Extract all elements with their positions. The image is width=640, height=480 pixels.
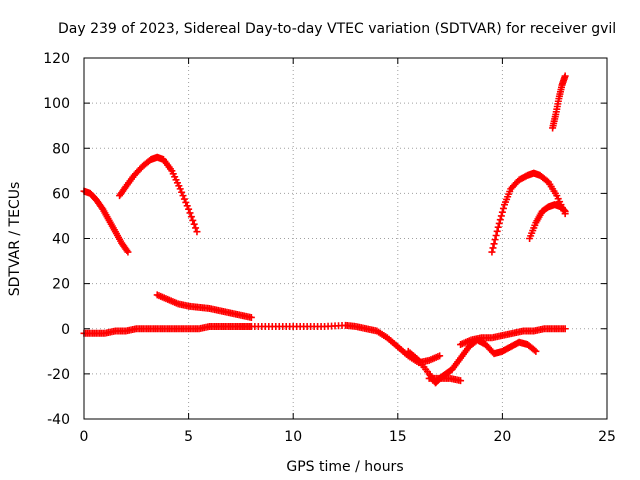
y-tick-label: 80 <box>52 141 70 157</box>
data-point-fill <box>493 227 501 235</box>
data-point <box>561 72 569 80</box>
x-tick-label: 15 <box>389 429 407 445</box>
data-point-fill <box>180 195 188 203</box>
series-arc-early-descending <box>80 187 132 256</box>
data-point-fill <box>178 188 186 196</box>
data-series <box>80 72 569 387</box>
series-evening-low-branch <box>425 374 465 385</box>
data-point <box>494 223 502 231</box>
y-tick-label: 0 <box>61 322 70 338</box>
series-arc-evening-second <box>526 201 569 242</box>
data-point <box>561 207 569 215</box>
data-point-fill <box>491 236 499 244</box>
grid <box>84 58 607 419</box>
data-point <box>561 325 569 333</box>
data-point-fill <box>492 231 500 239</box>
data-point-fill <box>123 247 131 255</box>
data-point <box>436 352 444 360</box>
data-point-fill <box>495 219 503 227</box>
series-arc-morning-hump <box>116 153 201 236</box>
plot-frame <box>83 57 608 420</box>
y-axis-label: SDTVAR / TECUs <box>7 182 23 297</box>
data-point-fill <box>186 209 194 217</box>
data-point-fill <box>189 216 197 224</box>
chart-title: Day 239 of 2023, Sidereal Day-to-day VTE… <box>58 21 616 37</box>
data-point-fill <box>182 198 190 206</box>
data-point-fill <box>183 202 191 210</box>
data-point <box>457 377 465 385</box>
y-tick-label: 120 <box>43 51 70 67</box>
series-baseline-evening <box>457 325 569 349</box>
data-point-fill <box>530 346 538 354</box>
y-tick-label: -20 <box>47 367 70 383</box>
data-point <box>193 228 201 236</box>
data-point <box>532 347 540 355</box>
y-tick-label: 100 <box>43 96 70 112</box>
data-point <box>124 248 132 256</box>
data-point-fill <box>490 240 498 248</box>
y-tick-label: 40 <box>52 232 70 248</box>
series-decay-track <box>153 291 255 321</box>
series-arc-late-steep <box>549 72 569 132</box>
y-tick-label: 20 <box>52 277 70 293</box>
series-arc-evening-hump <box>488 169 569 256</box>
data-point <box>176 185 184 193</box>
data-point-fill <box>179 192 187 200</box>
y-tick-label: -40 <box>47 412 70 428</box>
data-point-fill <box>190 220 198 228</box>
data-point-fill <box>499 204 507 212</box>
y-tick-label: 60 <box>52 186 70 202</box>
axis-ticks: 0 5 10 15 20 25 -40 -20 0 20 40 60 80 100 120 <box>43 51 616 445</box>
data-point-fill <box>498 208 506 216</box>
data-point <box>247 313 255 321</box>
data-point-fill <box>192 224 200 232</box>
data-point <box>488 248 496 256</box>
data-point <box>185 205 193 213</box>
x-tick-label: 20 <box>493 429 511 445</box>
x-tick-label: 10 <box>284 429 302 445</box>
x-tick-label: 5 <box>184 429 193 445</box>
data-point-fill <box>489 244 497 252</box>
x-tick-label: 25 <box>598 429 616 445</box>
data-point-fill <box>496 216 504 224</box>
data-point-fill <box>187 213 195 221</box>
series-baseline-morning <box>80 322 255 337</box>
x-tick-label: 0 <box>80 429 89 445</box>
data-point-fill <box>497 212 505 220</box>
x-axis-label: GPS time / hours <box>286 459 403 475</box>
